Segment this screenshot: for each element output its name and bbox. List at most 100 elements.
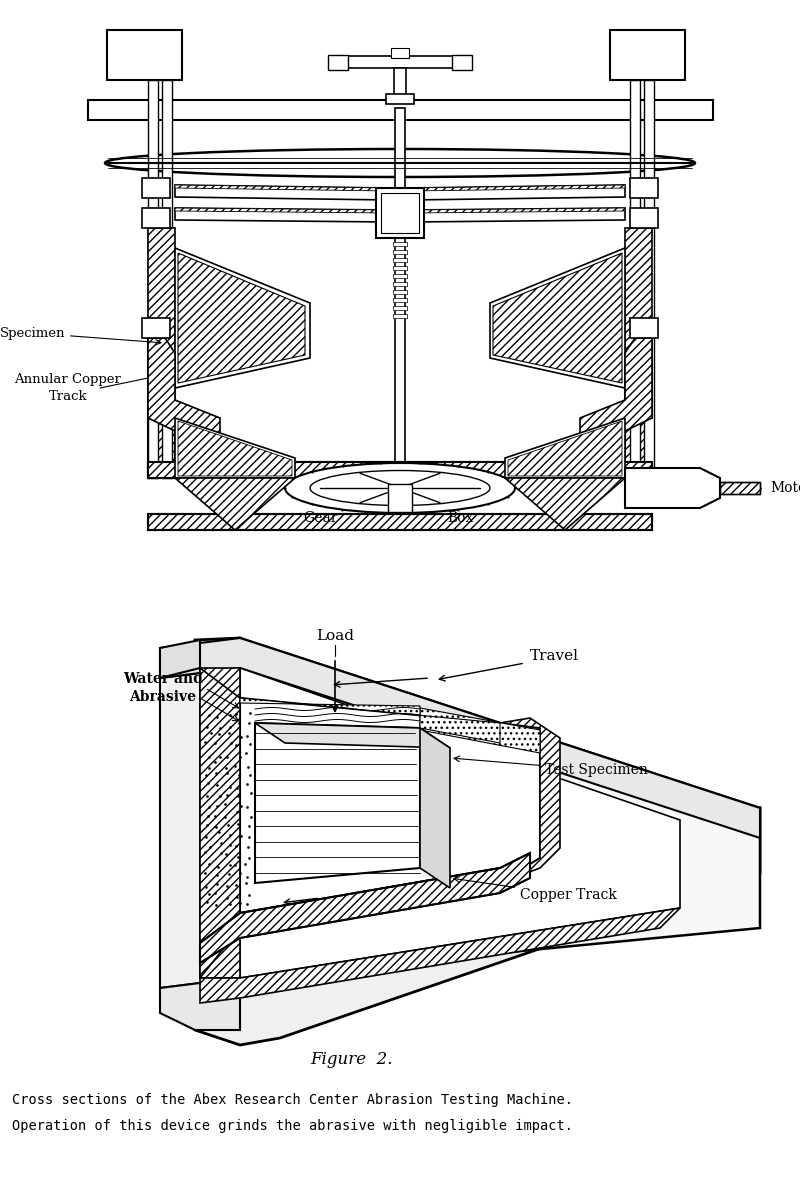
Bar: [107, 29, 182, 80]
Bar: [393, 290, 407, 294]
Polygon shape: [178, 253, 305, 383]
Polygon shape: [505, 478, 625, 530]
Polygon shape: [160, 978, 240, 1030]
Bar: [393, 258, 407, 262]
Ellipse shape: [310, 470, 490, 505]
Bar: [148, 462, 652, 478]
Polygon shape: [580, 338, 652, 443]
Polygon shape: [240, 699, 500, 743]
Polygon shape: [148, 229, 175, 418]
Bar: [394, 68, 406, 98]
Polygon shape: [200, 668, 240, 978]
Bar: [395, 108, 405, 508]
Text: Copper Track: Copper Track: [454, 876, 617, 902]
Text: Motor: Motor: [770, 481, 800, 495]
Polygon shape: [240, 668, 680, 978]
Bar: [381, 193, 419, 233]
Bar: [393, 306, 407, 310]
Bar: [148, 514, 652, 530]
Bar: [386, 94, 414, 104]
Bar: [625, 338, 652, 478]
Bar: [345, 57, 455, 68]
Polygon shape: [240, 868, 500, 928]
Text: Operation of this device grinds the abrasive with negligible impact.: Operation of this device grinds the abra…: [12, 1119, 573, 1133]
Bar: [142, 178, 170, 198]
Bar: [393, 315, 407, 318]
Polygon shape: [160, 640, 200, 679]
Bar: [148, 80, 158, 478]
Polygon shape: [505, 418, 625, 478]
Bar: [162, 80, 172, 478]
Polygon shape: [255, 723, 450, 748]
Polygon shape: [178, 421, 292, 476]
Bar: [630, 318, 658, 338]
Text: Figure  2.: Figure 2.: [310, 1052, 393, 1068]
Polygon shape: [410, 185, 625, 200]
Bar: [328, 55, 348, 70]
Polygon shape: [500, 719, 560, 884]
Polygon shape: [420, 728, 450, 888]
Polygon shape: [175, 418, 295, 478]
Text: Specimen: Specimen: [0, 326, 161, 345]
Bar: [452, 55, 472, 70]
Bar: [393, 250, 407, 254]
Polygon shape: [175, 209, 390, 221]
Ellipse shape: [285, 463, 515, 512]
Bar: [148, 514, 652, 530]
Bar: [391, 48, 409, 58]
Text: Box: Box: [447, 511, 473, 525]
Polygon shape: [490, 249, 625, 388]
Bar: [720, 482, 760, 494]
Text: Load: Load: [628, 48, 666, 62]
Polygon shape: [195, 638, 760, 1045]
Polygon shape: [625, 468, 720, 508]
Polygon shape: [240, 699, 540, 928]
Bar: [644, 80, 654, 478]
Bar: [148, 462, 652, 478]
Polygon shape: [508, 421, 622, 476]
Polygon shape: [493, 253, 622, 383]
Text: Annular Copper
Track: Annular Copper Track: [14, 372, 122, 404]
Polygon shape: [410, 209, 625, 221]
Polygon shape: [175, 185, 390, 200]
Text: Water and
Abrasive: Water and Abrasive: [123, 671, 203, 704]
Polygon shape: [200, 908, 680, 1002]
Text: Load: Load: [316, 629, 354, 643]
Bar: [393, 274, 407, 278]
Bar: [630, 209, 658, 229]
Bar: [376, 188, 424, 238]
Bar: [388, 484, 412, 512]
Polygon shape: [175, 478, 295, 530]
Polygon shape: [625, 229, 652, 418]
Bar: [630, 178, 658, 198]
Polygon shape: [240, 638, 760, 978]
Polygon shape: [200, 668, 240, 978]
Bar: [393, 266, 407, 270]
Polygon shape: [410, 209, 625, 213]
Polygon shape: [175, 185, 390, 191]
Text: Gear: Gear: [302, 511, 338, 525]
Ellipse shape: [105, 148, 695, 177]
Bar: [393, 282, 407, 286]
Polygon shape: [175, 249, 310, 388]
Bar: [393, 298, 407, 302]
Polygon shape: [200, 853, 530, 962]
Polygon shape: [148, 338, 220, 443]
Bar: [720, 482, 760, 494]
Polygon shape: [160, 668, 240, 988]
Polygon shape: [420, 708, 540, 753]
Text: Travel: Travel: [530, 649, 579, 663]
Bar: [142, 209, 170, 229]
Bar: [142, 318, 170, 338]
Bar: [630, 80, 640, 478]
Bar: [88, 100, 713, 120]
Bar: [148, 338, 175, 478]
Polygon shape: [175, 209, 390, 213]
Polygon shape: [255, 723, 420, 884]
Text: Cross sections of the Abex Research Center Abrasion Testing Machine.: Cross sections of the Abex Research Cent…: [12, 1093, 573, 1107]
Polygon shape: [410, 185, 625, 191]
Polygon shape: [160, 638, 760, 838]
Text: Test Specimen: Test Specimen: [454, 756, 648, 777]
Bar: [610, 29, 685, 80]
Text: Load: Load: [125, 48, 163, 62]
